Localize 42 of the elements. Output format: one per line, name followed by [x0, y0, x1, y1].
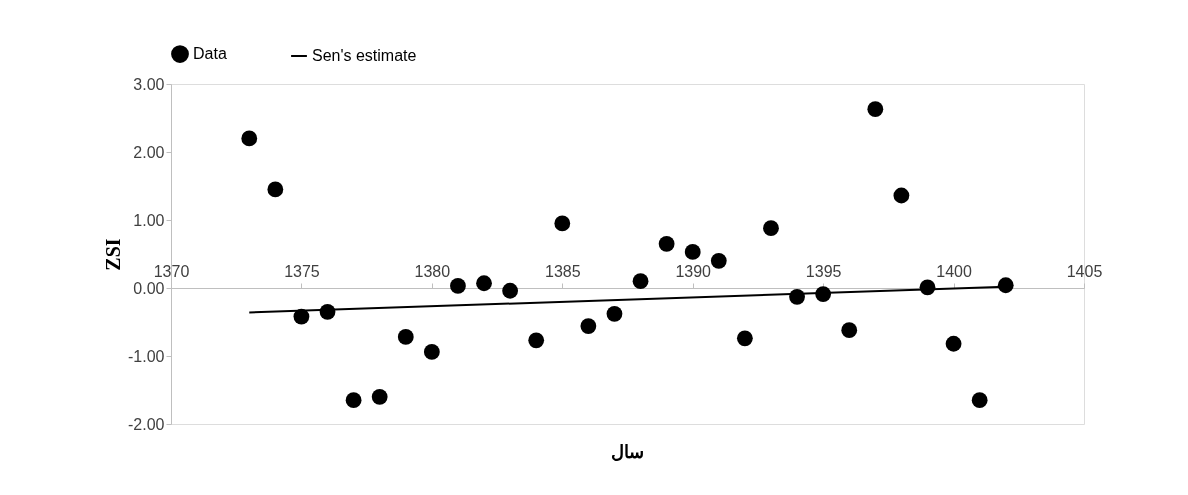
y-axis-title: ZSI	[102, 238, 125, 271]
point	[893, 187, 910, 204]
y-tick-label: 0.00	[133, 279, 165, 297]
point	[528, 332, 545, 349]
x-tick-label: 1395	[805, 262, 842, 280]
x-tick-label: 1375	[284, 262, 320, 280]
point	[241, 130, 258, 147]
x-tick-label: 1370	[153, 262, 190, 280]
x-tick-label: 1390	[675, 262, 712, 280]
point	[502, 282, 519, 299]
point	[710, 252, 727, 269]
point	[971, 392, 988, 409]
point	[736, 330, 753, 347]
y-tick-label: 1.00	[133, 211, 165, 229]
y-tick-label: 2.00	[133, 143, 165, 161]
y-tick-label: -1.00	[128, 347, 165, 365]
point	[867, 101, 884, 118]
point	[658, 235, 675, 252]
point	[450, 278, 466, 294]
legend-label: Sen's estimate	[312, 47, 417, 64]
point	[684, 244, 701, 260]
x-tick-label: 1400	[936, 262, 972, 280]
point	[606, 305, 623, 322]
point	[841, 322, 858, 339]
point	[345, 392, 362, 409]
y-tick-label: 3.00	[133, 75, 165, 93]
point	[554, 215, 571, 232]
point	[423, 344, 440, 360]
x-tick-label: 1380	[414, 262, 451, 280]
x-tick-label: 1385	[544, 262, 581, 280]
point	[945, 335, 962, 352]
x-tick-label: 1405	[1066, 262, 1103, 280]
point	[476, 275, 492, 292]
point	[763, 220, 779, 237]
legend-label: Data	[193, 45, 227, 63]
point	[632, 273, 649, 290]
point	[267, 181, 284, 198]
point	[397, 329, 414, 345]
point	[580, 318, 597, 334]
point	[371, 388, 388, 405]
y-tick-label: -2.00	[128, 415, 165, 433]
x-axis-title: سال	[611, 442, 644, 462]
